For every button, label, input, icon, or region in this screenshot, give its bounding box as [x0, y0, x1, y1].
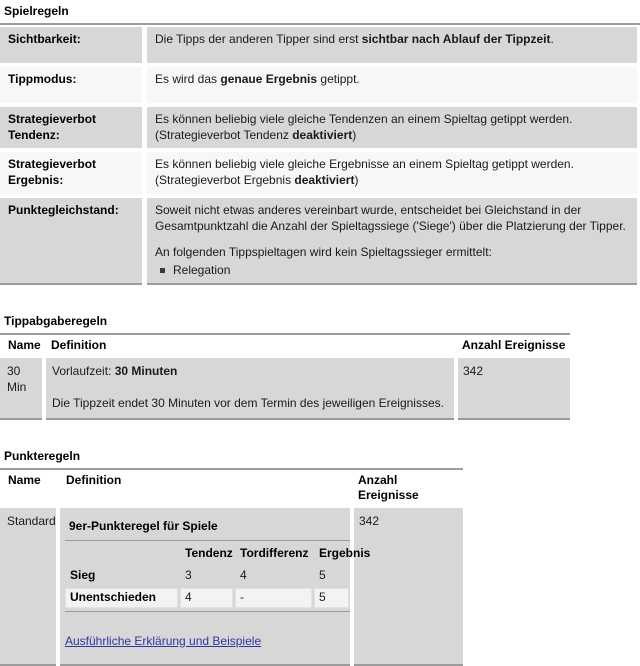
- points-header-empty: [65, 544, 178, 564]
- rule-content: Soweit nicht etwas anderes vereinbart wu…: [144, 194, 637, 285]
- definition-line1: Vorlaufzeit: 30 Minuten: [52, 364, 178, 379]
- points-rule-box: 9er-Punkteregel für Spiele Tendenz Tordi…: [63, 517, 370, 612]
- rule-content: Die Tipps der anderen Tipper sind erst s…: [144, 24, 637, 65]
- table-row: 30 Min Vorlaufzeit: 30 Minuten Die Tippz…: [0, 358, 570, 419]
- points-value-ergebnis: 5: [314, 565, 349, 586]
- rule-row-sichtbarkeit: Sichtbarkeit: Die Tipps der anderen Tipp…: [0, 24, 637, 65]
- section-title-punkteregeln: Punkteregeln: [4, 448, 81, 463]
- points-header-tendenz: Tendenz: [180, 544, 233, 564]
- rule-label: Strategieverbot Ergebnis:: [0, 148, 147, 197]
- column-header-definition: Definition: [56, 469, 352, 509]
- section-head: Punkteregeln: [0, 447, 463, 470]
- rule-label: Punktegleichstand:: [0, 194, 147, 285]
- column-header-count: Anzahl Ereignisse: [454, 335, 570, 359]
- section-title-tippabgaberegeln: Tippabgaberegeln: [4, 314, 108, 329]
- rule-row-punktegleichstand: Punktegleichstand: Soweit nicht etwas an…: [0, 194, 637, 285]
- spielregeln-table: Sichtbarkeit: Die Tipps der anderen Tipp…: [0, 24, 637, 286]
- points-value-ergebnis: 5: [314, 587, 349, 608]
- column-header-definition: Definition: [42, 335, 456, 359]
- rule-content: Es können beliebig viele gleiche Tendenz…: [144, 102, 637, 151]
- rule-row-tippmodus: Tippmodus: Es wird das genaue Ergebnis g…: [0, 62, 637, 105]
- rule-name-cell: Standard: [0, 508, 58, 666]
- rule-label: Tippmodus:: [0, 62, 147, 105]
- points-row-label: Unentschieden: [65, 587, 178, 608]
- header-row: Name Definition Anzahl Ereignisse: [0, 469, 463, 509]
- points-rule-caption: 9er-Punkteregel für Spiele: [65, 517, 353, 542]
- event-count-cell: 342: [454, 358, 570, 419]
- bullet-item: Relegation: [160, 263, 627, 279]
- column-header-name: Name: [0, 335, 44, 359]
- points-header-ergebnis: Ergebnis: [314, 544, 370, 564]
- rule-definition-cell: Vorlaufzeit: 30 Minuten Die Tippzeit end…: [42, 358, 456, 419]
- rule-content: Es können beliebig viele gleiche Ergebni…: [144, 148, 637, 197]
- section-tippabgaberegeln: Tippabgaberegeln Name Definition Anzahl …: [0, 312, 640, 420]
- points-value-tordifferenz: 4: [235, 565, 312, 586]
- points-value-tordifferenz: -: [235, 587, 312, 608]
- points-table-bottom-rule: [65, 610, 353, 612]
- rule-paragraph-1: Soweit nicht etwas anderes vereinbart wu…: [155, 203, 626, 233]
- rule-paragraph-2: An folgenden Tippspieltagen wird kein Sp…: [155, 244, 492, 259]
- rule-text-line1: Es können beliebig viele gleiche Tendenz…: [155, 111, 573, 126]
- explanation-link[interactable]: Ausführliche Erklärung und Beispiele: [65, 633, 262, 648]
- table-row: Standard 9er-Punkteregel für Spiele Tend…: [0, 508, 463, 666]
- section-head: Spielregeln: [0, 2, 640, 25]
- section-punkteregeln: Punkteregeln Name Definition Anzahl Erei…: [0, 447, 640, 666]
- rule-text-line1: Es können beliebig viele gleiche Ergebni…: [155, 157, 574, 172]
- section-title-spielregeln: Spielregeln: [4, 4, 69, 18]
- punkteregeln-table: Name Definition Anzahl Ereignisse Standa…: [0, 469, 463, 666]
- column-header-count: Anzahl Ereignisse: [350, 469, 463, 509]
- rule-content: Es wird das genaue Ergebnis getippt.: [144, 62, 637, 105]
- rule-row-strategieverbot-tendenz: Strategieverbot Tendenz: Es können belie…: [0, 102, 637, 151]
- bullet-text: Relegation: [173, 262, 231, 277]
- rule-label: Sichtbarkeit:: [0, 24, 147, 65]
- rule-definition-cell: 9er-Punkteregel für Spiele Tendenz Tordi…: [56, 508, 370, 666]
- points-value-tendenz: 3: [180, 565, 233, 586]
- rule-text-line2: (Strategieverbot Tendenz deaktiviert): [155, 127, 357, 142]
- points-header-tordifferenz: Tordifferenz: [235, 544, 312, 564]
- column-header-name: Name: [0, 469, 58, 509]
- definition-line2: Die Tippzeit endet 30 Minuten vor dem Te…: [52, 395, 444, 410]
- square-bullet-icon: [160, 267, 165, 273]
- rule-row-strategieverbot-ergebnis: Strategieverbot Ergebnis: Es können beli…: [0, 148, 637, 197]
- points-table: Tendenz Tordifferenz Ergebnis Sieg 3 4 5: [63, 542, 370, 610]
- points-row-sieg: Sieg 3 4 5: [65, 565, 349, 586]
- rule-text-line2: (Strategieverbot Ergebnis deaktiviert): [155, 173, 359, 188]
- points-header-row: Tendenz Tordifferenz Ergebnis: [65, 544, 370, 564]
- header-row: Name Definition Anzahl Ereignisse: [0, 335, 570, 359]
- points-value-tendenz: 4: [180, 587, 233, 608]
- section-head: Tippabgaberegeln: [0, 312, 570, 336]
- points-row-unentschieden: Unentschieden 4 - 5: [65, 587, 349, 608]
- tippabgaberegeln-table: Name Definition Anzahl Ereignisse 30 Min…: [0, 335, 570, 420]
- points-row-label: Sieg: [65, 565, 178, 586]
- event-count-cell: 342: [350, 508, 463, 666]
- rule-label: Strategieverbot Tendenz:: [0, 102, 147, 151]
- rule-name-cell: 30 Min: [0, 358, 44, 419]
- section-spielregeln: Spielregeln Sichtbarkeit: Die Tipps der …: [0, 2, 640, 286]
